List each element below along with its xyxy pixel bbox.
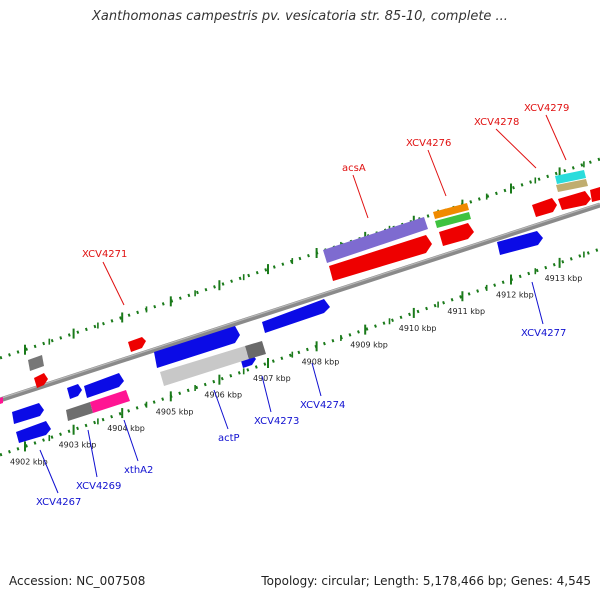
gene-darkgrey[interactable]	[245, 341, 266, 359]
gene-XCV4273[interactable]	[160, 341, 266, 386]
gene-label-acsA[interactable]: acsA	[342, 163, 366, 174]
gene-label-XCV4278[interactable]: XCV4278	[474, 117, 519, 128]
label-leader-line	[213, 389, 229, 430]
label-leader-line	[261, 375, 272, 413]
gene-label-XCV4269[interactable]: XCV4269	[76, 481, 121, 492]
label-leader-line	[87, 429, 98, 478]
label-leader-line	[495, 128, 537, 169]
gene-tan[interactable]	[556, 179, 588, 192]
label-leader-line	[427, 149, 447, 197]
upper-dotted-guide	[0, 157, 600, 360]
label-leader-line	[102, 261, 125, 306]
label-leader-line	[352, 174, 369, 219]
gene-label-XCV4267[interactable]: XCV4267	[36, 497, 81, 508]
label-leader-line	[123, 419, 139, 462]
genome-backbone	[0, 202, 600, 403]
gene-XCV4279[interactable]	[555, 170, 600, 210]
tick-label: 4908 kbp	[302, 357, 340, 366]
gene-xthA2[interactable]	[90, 390, 130, 413]
gene-blue-left-1[interactable]	[12, 403, 44, 424]
gene-XCV4274[interactable]	[262, 299, 330, 333]
gene-labels: XCV4271 acsA XCV4276 XCV4278 XCV4279 XCV4267 X…	[36, 103, 569, 508]
tick-label: 4907 kbp	[253, 374, 291, 383]
minor-ticks	[48, 161, 585, 442]
tick-label: 4902 kbp	[10, 457, 48, 466]
tick-label: 4906 kbp	[204, 391, 242, 400]
label-leaders	[39, 114, 567, 494]
gene-green[interactable]	[435, 212, 471, 228]
label-leader-line	[531, 281, 544, 325]
gene-arrow-red-edge[interactable]	[590, 187, 600, 202]
gene-acsA[interactable]	[323, 217, 432, 281]
gene-arrow-red[interactable]	[558, 191, 591, 210]
tick-label: 4903 kbp	[59, 441, 97, 450]
tick-label: 4909 kbp	[350, 341, 388, 350]
tick-label: 4913 kbp	[545, 274, 583, 283]
gene-arrow-blue[interactable]	[497, 231, 543, 255]
tick-label: 4905 kbp	[156, 407, 194, 416]
gene-label-XCV4276[interactable]: XCV4276	[406, 138, 451, 149]
tick-label: 4904 kbp	[107, 424, 145, 433]
gene-lightgrey[interactable]	[160, 346, 249, 386]
gene-XCV4276[interactable]	[433, 203, 474, 246]
gene-XCV4277[interactable]	[497, 231, 543, 255]
gene-arrow-blue-long[interactable]	[154, 326, 240, 368]
accession-text: Accession: NC_007508	[9, 574, 146, 588]
gene-label-XCV4279[interactable]: XCV4279	[524, 103, 569, 114]
gene-grey-small[interactable]	[28, 355, 44, 371]
genome-backbone-highlight	[0, 202, 600, 400]
gene-grey[interactable]	[66, 402, 93, 421]
gene-arrow-blue[interactable]	[262, 299, 330, 333]
gene-pink-small[interactable]	[0, 397, 3, 404]
label-leader-line	[311, 362, 322, 397]
gene-label-actP[interactable]: actP	[218, 433, 240, 444]
gene-label-XCV4273[interactable]: XCV4273	[254, 416, 299, 427]
gene-XCV4269[interactable]	[66, 402, 93, 421]
gene-arrow-small-left[interactable]	[34, 373, 48, 388]
gene-label-XCV4277[interactable]: XCV4277	[521, 328, 566, 339]
gene-magenta[interactable]	[90, 390, 130, 413]
gene-arrow-red-4278[interactable]	[532, 198, 557, 217]
map-title: Xanthomonas campestris pv. vesicatoria s…	[92, 9, 508, 24]
gene-XCV4271[interactable]	[128, 337, 146, 352]
gene-arrow-blue-b[interactable]	[84, 373, 124, 398]
label-leader-line	[39, 449, 59, 494]
gene-label-xthA2[interactable]: xthA2	[124, 465, 153, 476]
gene-arrow-red[interactable]	[329, 235, 432, 281]
tick-label: 4910 kbp	[399, 324, 437, 333]
topology-text: Topology: circular; Length: 5,178,466 bp…	[261, 574, 591, 588]
tick-label: 4911 kbp	[447, 307, 485, 316]
gene-arrow[interactable]	[128, 337, 146, 352]
gene-label-XCV4274[interactable]: XCV4274	[300, 400, 345, 411]
tick-label: 4912 kbp	[496, 291, 534, 300]
gene-cyan[interactable]	[555, 170, 586, 184]
tick-labels: 4902 kbp 4903 kbp 4904 kbp 4905 kbp 4906 kbp…	[10, 274, 582, 467]
gene-arrow-blue[interactable]	[16, 421, 51, 443]
gene-arrow-red[interactable]	[439, 223, 474, 246]
gene-XCV4267[interactable]	[16, 421, 51, 443]
gene-arrow-blue-a[interactable]	[67, 384, 82, 399]
label-leader-line	[545, 114, 567, 161]
gene-label-XCV4271[interactable]: XCV4271	[82, 249, 127, 260]
gene-orange[interactable]	[433, 203, 469, 219]
gene-arrow-lavender[interactable]	[323, 217, 428, 263]
